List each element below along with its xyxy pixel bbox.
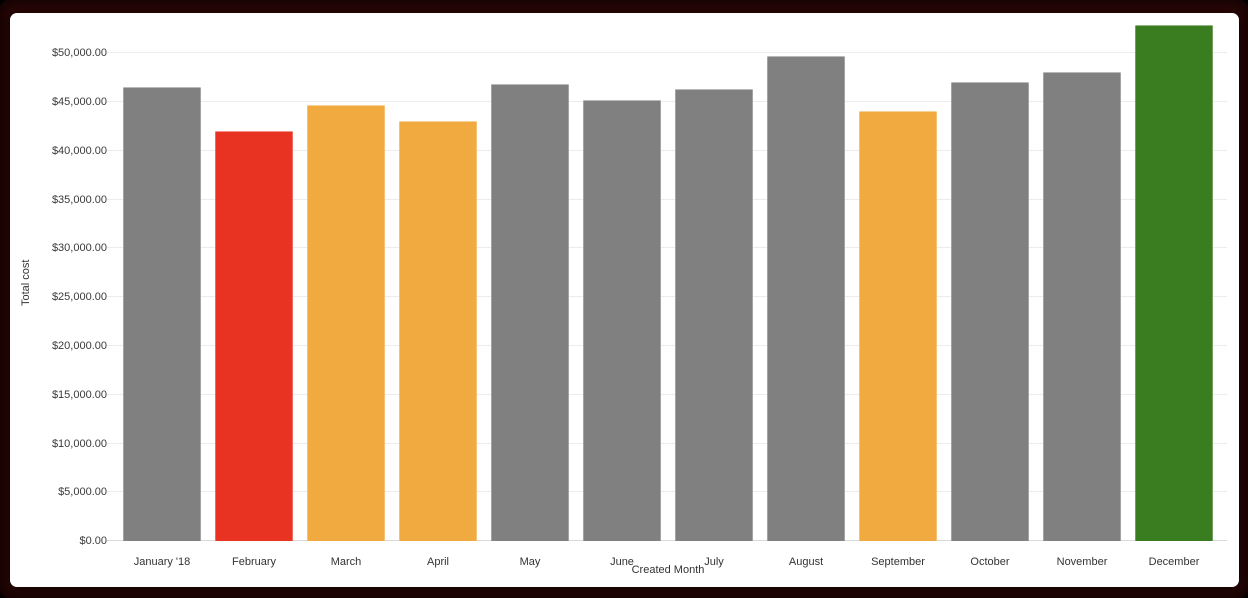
gridline (107, 344, 1227, 346)
x-tick-label-april: April (426, 556, 450, 568)
bar-august[interactable] (767, 55, 845, 541)
gridline (107, 247, 1227, 249)
x-tick-label-june: June (610, 556, 634, 568)
gridline (107, 491, 1227, 493)
x-tick-label-february: February (231, 556, 277, 568)
x-tick-label-may: May (519, 556, 541, 568)
x-tick-label-october: October (970, 556, 1010, 568)
x-tick-label-december: December (1148, 556, 1200, 568)
gridline (107, 393, 1227, 395)
bar-may[interactable] (491, 83, 569, 541)
plot-area: $0.00 $5,000.00 $10,000.00 $15,000.00 $20,00… (52, 24, 1227, 568)
gridline (107, 198, 1227, 200)
y-tick-label: $45,000.00 (51, 96, 107, 108)
bar-january-18[interactable] (123, 87, 201, 541)
y-tick-label: $25,000.00 (51, 291, 107, 304)
bar-november[interactable] (1043, 71, 1121, 541)
y-tick-label: $0.00 (79, 535, 107, 547)
x-tick-label-september: September (871, 556, 925, 568)
bar-july[interactable] (675, 88, 753, 541)
gridline (107, 442, 1227, 444)
bar-april[interactable] (399, 120, 477, 541)
y-tick-label: $30,000.00 (51, 242, 107, 255)
bar-october[interactable] (951, 82, 1029, 541)
x-tick-label-july: July (704, 556, 724, 568)
gridline (107, 296, 1227, 298)
y-tick-label: $50,000.00 (51, 47, 107, 60)
bar-march[interactable] (307, 104, 385, 541)
gridline (107, 540, 1227, 541)
bar-september[interactable] (859, 110, 937, 541)
gridline (107, 101, 1227, 102)
x-axis-title: Created Month (631, 564, 705, 576)
y-tick-label: $35,000.00 (51, 193, 107, 206)
x-tick-label-january-18: January '18 (133, 556, 191, 568)
x-tick-label-november: November (1056, 556, 1108, 568)
y-tick-label: $5,000.00 (58, 486, 107, 499)
chart-panel: Total cost $0.00 $5,000.00 $10,000.00 $15,0… (10, 13, 1239, 587)
gridline (107, 52, 1227, 54)
x-tick-label-march: March (330, 556, 362, 568)
y-tick-label: $20,000.00 (51, 339, 107, 352)
y-tick-label: $15,000.00 (51, 388, 107, 401)
x-tick-label-august: August (788, 556, 824, 568)
gridline (107, 149, 1227, 151)
y-tick-label: $40,000.00 (51, 144, 107, 157)
bar-december[interactable] (1135, 24, 1213, 541)
bar-february[interactable] (215, 131, 293, 541)
bar-june[interactable] (583, 99, 661, 541)
y-tick-label: $10,000.00 (51, 437, 107, 450)
